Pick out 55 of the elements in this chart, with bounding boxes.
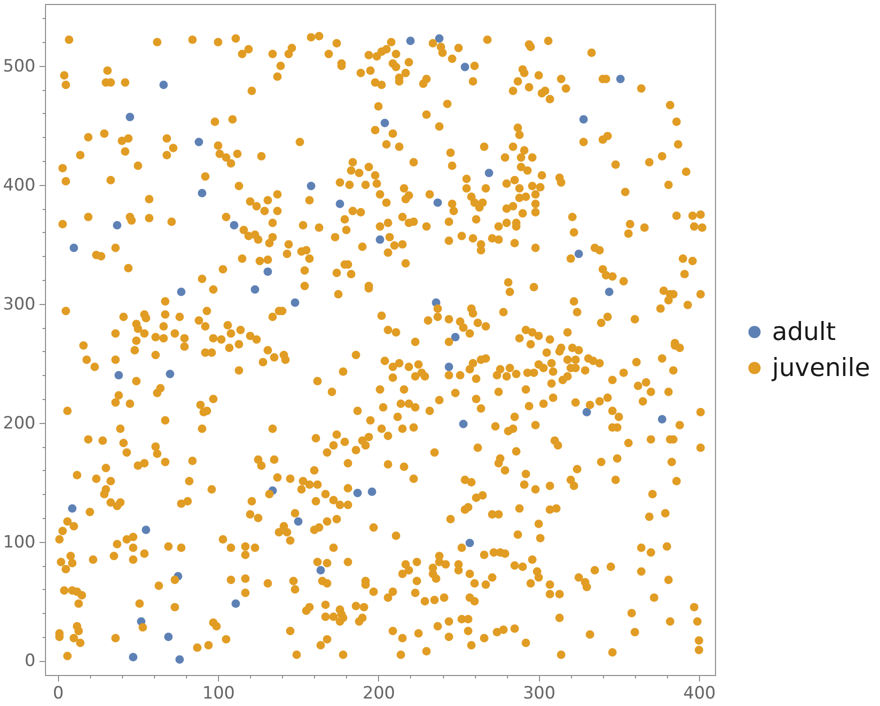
point — [232, 599, 240, 608]
x-tick-label: 200 — [362, 684, 396, 704]
point — [194, 138, 204, 146]
point — [380, 118, 390, 128]
y-tick-label: 0 — [24, 651, 36, 672]
x-tick-label: 400 — [683, 684, 716, 704]
x-tick-label: 300 — [522, 684, 556, 704]
point — [128, 652, 138, 662]
point — [159, 80, 168, 90]
y-tick-label: 500 — [3, 56, 36, 76]
point — [444, 362, 454, 372]
y-tick-label: 300 — [3, 294, 36, 314]
point — [316, 566, 325, 575]
point — [175, 655, 184, 664]
legend-label: juvenile — [771, 353, 870, 382]
point — [114, 370, 123, 380]
point — [579, 115, 588, 124]
point — [306, 182, 316, 190]
point — [230, 221, 238, 230]
y-tick-label: 400 — [3, 175, 36, 196]
point — [294, 517, 302, 526]
point — [264, 267, 272, 276]
point — [164, 632, 173, 642]
point — [406, 36, 415, 46]
point — [290, 298, 300, 307]
point — [142, 526, 150, 534]
x-tick-label: 0 — [52, 684, 64, 704]
point — [466, 538, 474, 548]
point — [368, 488, 376, 496]
point — [336, 200, 344, 208]
point — [68, 504, 76, 513]
point — [451, 332, 460, 342]
y-tick-label: 100 — [3, 532, 36, 552]
point — [658, 414, 666, 424]
point — [177, 288, 186, 296]
point — [616, 74, 625, 84]
y-tick-label: 200 — [3, 413, 36, 434]
point — [376, 235, 384, 244]
legend-label: adult — [772, 317, 836, 346]
point — [126, 112, 134, 122]
point — [459, 420, 468, 428]
point — [435, 34, 444, 43]
point — [250, 285, 260, 294]
point — [484, 168, 494, 178]
point — [433, 198, 442, 207]
point — [166, 370, 174, 378]
point — [582, 408, 592, 416]
point — [353, 488, 362, 498]
point — [574, 250, 583, 258]
point — [112, 221, 122, 230]
point — [604, 288, 614, 296]
point — [70, 244, 78, 252]
point — [198, 188, 206, 198]
point — [460, 62, 470, 72]
x-tick-label: 100 — [202, 684, 235, 704]
